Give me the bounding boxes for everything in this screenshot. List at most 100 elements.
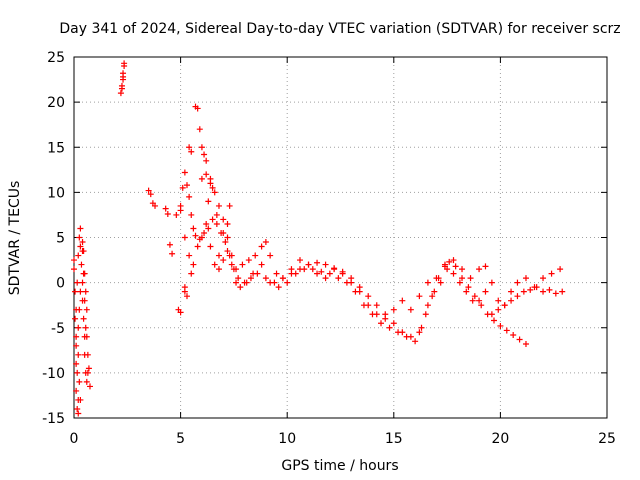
data-point [213,220,220,227]
data-point [258,243,265,250]
data-point [378,320,385,327]
data-point [422,311,429,318]
series-track-a [145,169,529,347]
data-point [250,270,257,277]
data-point [80,315,87,322]
data-point [548,270,555,277]
data-point [471,293,478,300]
data-point [456,279,463,286]
data-point [522,275,529,282]
x-tick-labels: 0 5 10 15 20 25 [70,431,616,447]
data-point [215,252,222,259]
y-tick-label: -5 [51,321,65,337]
data-point [412,338,419,345]
data-point [201,229,208,236]
data-point [267,279,274,286]
y-tick-label: 15 [47,140,65,156]
data-point [390,320,397,327]
data-point [77,225,84,232]
data-point [211,261,218,268]
y-tick-labels: -15 -10 -5 0 5 10 15 20 25 [42,50,65,427]
data-point [390,306,397,313]
data-point [503,327,510,334]
data-point [186,252,193,259]
data-point [258,261,265,268]
data-point [205,225,212,232]
data-point [179,184,186,191]
data-point [147,191,154,198]
data-point [215,202,222,209]
data-point [228,252,235,259]
x-tick-label: 20 [491,431,509,447]
data-point [382,315,389,322]
data-point [476,266,483,273]
data-point [514,293,521,300]
data-point [198,234,205,241]
data-point [86,383,93,390]
data-point [75,351,82,358]
data-point [488,279,495,286]
data-point [177,207,184,214]
data-point [82,324,89,331]
data-point [369,311,376,318]
data-point [403,333,410,340]
data-point [183,293,190,300]
data-point [71,266,77,273]
data-point [326,270,333,277]
data-point [145,187,152,194]
data-point [469,297,476,304]
data-point [488,311,495,318]
data-point [386,324,393,331]
data-point [162,205,169,212]
data-point [557,266,564,273]
data-point [309,266,316,273]
data-point [181,234,188,241]
data-point [166,241,173,248]
data-point [322,275,329,282]
data-point [173,211,180,218]
data-point [424,302,431,309]
data-point [215,266,222,273]
data-point [459,275,466,282]
data-point [121,60,128,67]
data-point [267,252,274,259]
data-point [80,248,87,255]
data-point [365,293,372,300]
data-point [76,306,83,313]
data-point [416,329,423,336]
data-point [296,257,303,264]
data-point [75,324,82,331]
data-point [203,171,210,178]
data-point [75,410,82,417]
data-point [209,216,216,223]
data-point [188,148,195,155]
data-point [245,257,252,264]
data-point [450,270,457,277]
data-point [275,284,282,291]
data-point [190,225,197,232]
y-tick-label: -10 [42,366,65,382]
data-point [318,268,325,275]
data-point [540,288,547,295]
series-scattered [175,144,233,316]
data-point [194,105,201,112]
data-point [198,175,205,182]
data-point [273,270,280,277]
data-point [424,279,431,286]
data-point [183,182,190,189]
x-tick-label: 5 [176,431,185,447]
data-point [224,234,231,241]
data-point [546,286,553,293]
data-point [152,202,159,209]
data-point [331,266,338,273]
data-point [322,261,329,268]
data-point [450,257,457,264]
data-point [186,144,193,151]
data-point [84,369,91,376]
data-point [164,211,171,218]
data-point [190,261,197,268]
data-point [120,73,127,80]
data-point [465,284,472,291]
data-point [510,331,517,338]
